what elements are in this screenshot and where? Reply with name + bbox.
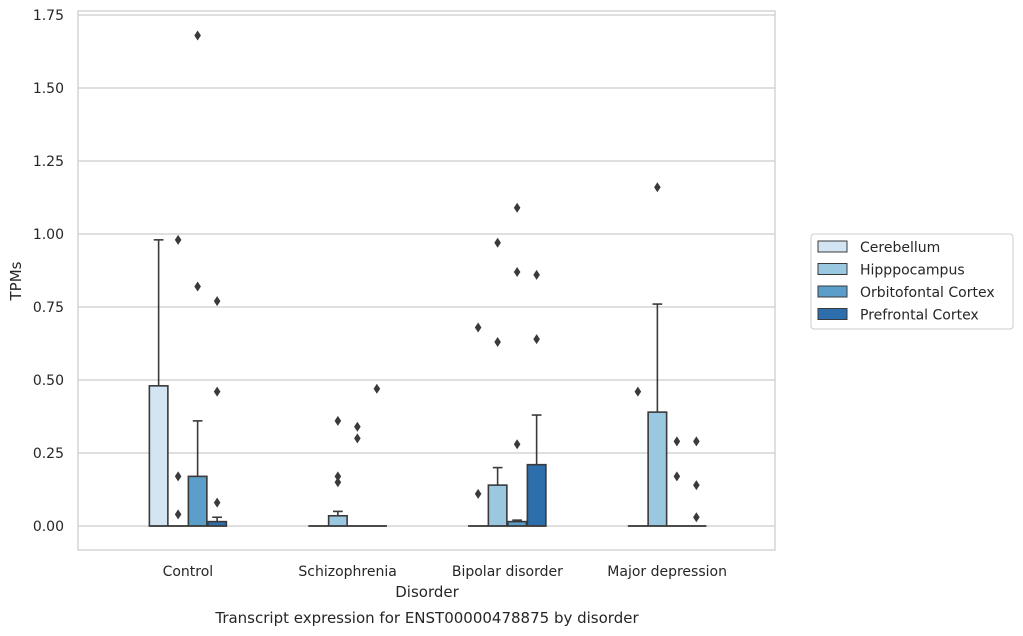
outlier-point — [334, 477, 342, 488]
y-tick-label: 0.75 — [33, 300, 64, 316]
outlier-point — [634, 386, 642, 397]
outlier-point — [673, 471, 681, 482]
outlier-point — [693, 512, 700, 523]
box-body — [327, 514, 348, 527]
outlier-point — [693, 480, 700, 491]
box-2-1 — [347, 421, 368, 527]
box-0-2 — [468, 322, 489, 527]
outlier-point — [194, 281, 201, 292]
outlier-point — [174, 509, 182, 520]
legend-frame — [810, 233, 1014, 330]
outlier-point — [354, 421, 361, 432]
outlier-point — [213, 296, 221, 307]
y-tick-label: 0.00 — [33, 519, 64, 535]
outlier-point — [513, 266, 521, 277]
box-3-1 — [366, 383, 387, 527]
outlier-point — [533, 334, 540, 345]
box-2-3 — [666, 436, 687, 527]
outlier-point — [213, 497, 221, 508]
outlier-point — [494, 337, 501, 348]
outlier-point — [174, 234, 182, 245]
y-tick-label: 1.25 — [33, 154, 64, 170]
box-2-0 — [187, 30, 208, 527]
y-tick-label: 0.50 — [33, 373, 64, 389]
box-1-3 — [647, 182, 668, 527]
box-1-2 — [487, 237, 508, 527]
box-1-1 — [327, 415, 348, 527]
y-axis-ticks: 0.00 0.25 0.50 0.75 1.00 1.25 1.50 1.75 — [33, 8, 64, 535]
box-3-3 — [686, 436, 707, 527]
box-body — [148, 385, 169, 527]
legend-swatch — [817, 263, 848, 275]
outlier-point — [533, 269, 540, 280]
legend-label: Hipppocampus — [860, 263, 965, 279]
y-tick-label: 1.50 — [33, 81, 64, 97]
outlier-point — [174, 471, 182, 482]
y-tick-label: 1.75 — [33, 8, 64, 24]
chart-caption: Transcript expression for ENST0000047887… — [214, 609, 639, 627]
outlier-point — [474, 488, 482, 499]
box-body — [526, 463, 547, 527]
outlier-point — [194, 30, 201, 41]
outlier-point — [474, 322, 482, 333]
outlier-point — [494, 237, 501, 248]
outlier-point — [334, 415, 342, 426]
box-layer — [148, 30, 707, 527]
legend-label: Cerebellum — [860, 240, 940, 256]
y-tick-label: 1.00 — [33, 227, 64, 243]
box-1-0 — [168, 234, 189, 527]
outlier-point — [513, 202, 521, 213]
y-axis-title: TPMs — [7, 261, 25, 301]
outlier-point — [673, 436, 681, 447]
y-tick-label: 0.25 — [33, 446, 64, 462]
outlier-point — [213, 386, 221, 397]
outlier-point — [334, 471, 342, 482]
plot-area-frame — [77, 10, 776, 551]
gridlines — [78, 14, 775, 527]
box-0-3 — [627, 386, 648, 527]
outlier-point — [373, 383, 381, 394]
box-3-2 — [526, 269, 547, 527]
x-axis-title: Disorder — [395, 583, 459, 601]
x-tick-label: Schizophrenia — [298, 564, 396, 580]
legend-label: Prefrontal Cortex — [860, 308, 979, 324]
box-body — [187, 475, 208, 527]
box-body — [487, 484, 508, 527]
outlier-point — [654, 182, 661, 193]
x-axis-ticks: Control Schizophrenia Bipolar disorder Majo… — [163, 564, 727, 580]
box-3-0 — [207, 296, 228, 527]
legend-swatch — [817, 285, 848, 298]
legend: Cerebellum Hipppocampus Orbitofontal Corte… — [810, 233, 1014, 330]
box-2-2 — [507, 202, 528, 527]
outlier-point — [693, 436, 700, 447]
legend-swatch — [817, 240, 848, 253]
box-0-0 — [148, 239, 169, 527]
outlier-point — [513, 439, 521, 450]
x-tick-label: Bipolar disorder — [452, 564, 563, 580]
x-tick-label: Major depression — [607, 564, 727, 580]
outlier-point — [354, 433, 361, 444]
legend-swatch — [817, 308, 848, 320]
x-tick-label: Control — [163, 564, 214, 580]
box-body — [647, 411, 668, 527]
legend-label: Orbitofontal Cortex — [860, 285, 995, 301]
